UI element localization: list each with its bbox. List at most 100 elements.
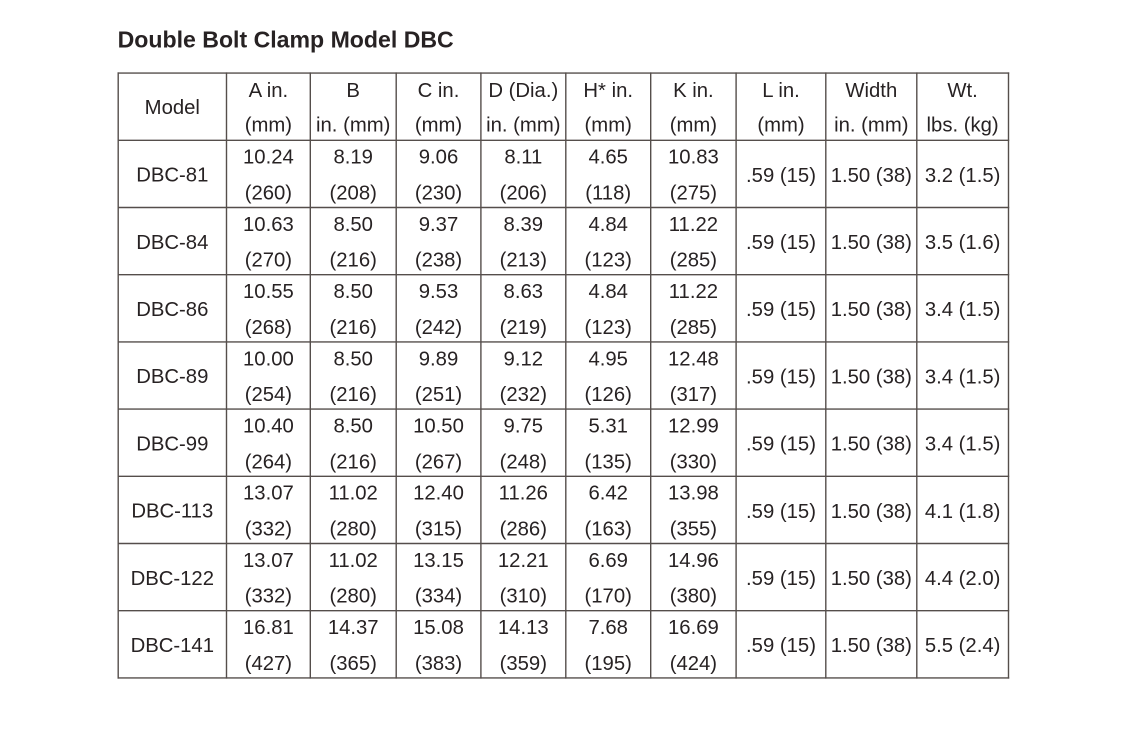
svg-text:4.95: 4.95 (588, 348, 627, 370)
svg-text:(332): (332) (245, 586, 292, 608)
svg-text:4.1 (1.8): 4.1 (1.8) (925, 501, 1001, 523)
svg-text:(383): (383) (415, 653, 462, 675)
svg-text:12.40: 12.40 (413, 483, 464, 505)
svg-text:(242): (242) (415, 317, 462, 339)
svg-text:DBC-141: DBC-141 (131, 635, 214, 657)
svg-text:1.50 (38): 1.50 (38) (831, 299, 912, 321)
svg-text:DBC-99: DBC-99 (136, 433, 208, 455)
svg-text:14.96: 14.96 (668, 550, 719, 572)
svg-text:1.50 (38): 1.50 (38) (831, 165, 912, 187)
svg-text:(238): (238) (415, 250, 462, 272)
svg-text:(135): (135) (585, 451, 632, 473)
svg-text:in. (mm): in. (mm) (316, 115, 390, 137)
svg-text:(216): (216) (330, 317, 377, 339)
svg-text:5.31: 5.31 (588, 416, 627, 438)
svg-text:(355): (355) (670, 519, 717, 541)
svg-text:(126): (126) (585, 384, 632, 406)
svg-text:1.50 (38): 1.50 (38) (831, 366, 912, 388)
svg-text:3.4 (1.5): 3.4 (1.5) (925, 434, 1001, 456)
svg-text:(359): (359) (500, 653, 547, 675)
svg-text:(195): (195) (585, 653, 632, 675)
svg-text:12.48: 12.48 (668, 348, 719, 370)
svg-text:8.63: 8.63 (504, 281, 543, 303)
svg-text:12.21: 12.21 (498, 550, 549, 572)
svg-text:11.02: 11.02 (329, 550, 378, 572)
svg-text:in. (mm): in. (mm) (834, 115, 908, 137)
svg-text:13.15: 13.15 (413, 550, 464, 572)
svg-text:.59 (15): .59 (15) (746, 366, 816, 388)
svg-text:13.07: 13.07 (243, 550, 294, 572)
svg-text:9.53: 9.53 (419, 281, 458, 303)
svg-text:(mm): (mm) (585, 115, 632, 137)
svg-text:DBC-84: DBC-84 (136, 232, 208, 254)
svg-text:11.02: 11.02 (329, 483, 378, 505)
svg-text:1.50 (38): 1.50 (38) (831, 434, 912, 456)
svg-text:(232): (232) (500, 384, 547, 406)
svg-text:4.4 (2.0): 4.4 (2.0) (925, 568, 1001, 590)
svg-text:1.50 (38): 1.50 (38) (831, 635, 912, 657)
svg-text:8.50: 8.50 (333, 416, 372, 438)
svg-text:.59 (15): .59 (15) (746, 568, 816, 590)
svg-text:DBC-113: DBC-113 (131, 501, 213, 523)
svg-text:(317): (317) (670, 384, 717, 406)
svg-text:Model: Model (145, 97, 200, 119)
svg-text:(163): (163) (585, 519, 632, 541)
svg-text:10.63: 10.63 (243, 214, 294, 236)
svg-text:L in.: L in. (762, 80, 800, 102)
svg-text:8.39: 8.39 (504, 214, 543, 236)
svg-text:4.84: 4.84 (588, 281, 627, 303)
svg-text:lbs. (kg): lbs. (kg) (927, 115, 999, 137)
svg-text:(330): (330) (670, 451, 717, 473)
svg-text:(208): (208) (330, 183, 377, 205)
svg-text:DBC-89: DBC-89 (136, 366, 208, 388)
svg-text:(251): (251) (415, 384, 462, 406)
svg-text:9.75: 9.75 (504, 416, 543, 438)
svg-text:(230): (230) (415, 183, 462, 205)
svg-text:14.13: 14.13 (498, 617, 549, 639)
svg-text:(123): (123) (585, 250, 632, 272)
svg-text:(270): (270) (245, 250, 292, 272)
svg-text:9.89: 9.89 (419, 348, 458, 370)
svg-text:8.50: 8.50 (333, 214, 372, 236)
svg-text:3.2 (1.5): 3.2 (1.5) (925, 165, 1001, 187)
svg-text:(mm): (mm) (670, 115, 717, 137)
svg-text:(285): (285) (670, 317, 717, 339)
svg-text:(267): (267) (415, 451, 462, 473)
svg-text:A in.: A in. (249, 80, 288, 102)
svg-text:(310): (310) (500, 586, 547, 608)
svg-text:(365): (365) (330, 653, 377, 675)
svg-text:DBC-81: DBC-81 (136, 165, 208, 187)
svg-text:.59 (15): .59 (15) (746, 232, 816, 254)
svg-text:10.24: 10.24 (243, 147, 294, 169)
svg-text:(219): (219) (500, 317, 547, 339)
svg-text:13.98: 13.98 (668, 483, 719, 505)
svg-text:8.50: 8.50 (333, 281, 372, 303)
svg-text:(285): (285) (670, 250, 717, 272)
svg-text:10.83: 10.83 (668, 147, 719, 169)
svg-text:1.50 (38): 1.50 (38) (831, 501, 912, 523)
svg-text:4.65: 4.65 (588, 147, 627, 169)
svg-text:8.11: 8.11 (504, 147, 542, 169)
svg-text:(254): (254) (245, 384, 292, 406)
svg-text:D (Dia.): D (Dia.) (488, 80, 558, 102)
svg-text:(mm): (mm) (757, 115, 804, 137)
svg-text:(334): (334) (415, 586, 462, 608)
svg-text:K in.: K in. (673, 80, 714, 102)
svg-text:15.08: 15.08 (413, 617, 464, 639)
svg-text:(118): (118) (585, 183, 631, 205)
svg-text:9.37: 9.37 (419, 214, 458, 236)
svg-text:16.69: 16.69 (668, 617, 719, 639)
svg-text:10.40: 10.40 (243, 416, 294, 438)
svg-text:4.84: 4.84 (588, 214, 627, 236)
svg-text:5.5 (2.4): 5.5 (2.4) (925, 635, 1001, 657)
svg-text:H* in.: H* in. (583, 80, 633, 102)
svg-text:3.4 (1.5): 3.4 (1.5) (925, 366, 1001, 388)
svg-text:(170): (170) (585, 586, 632, 608)
svg-text:6.42: 6.42 (588, 483, 627, 505)
svg-text:(mm): (mm) (245, 115, 292, 137)
svg-text:(264): (264) (245, 451, 292, 473)
svg-text:8.19: 8.19 (333, 147, 372, 169)
svg-text:(216): (216) (330, 451, 377, 473)
svg-text:.59 (15): .59 (15) (746, 501, 816, 523)
svg-text:9.06: 9.06 (419, 147, 458, 169)
